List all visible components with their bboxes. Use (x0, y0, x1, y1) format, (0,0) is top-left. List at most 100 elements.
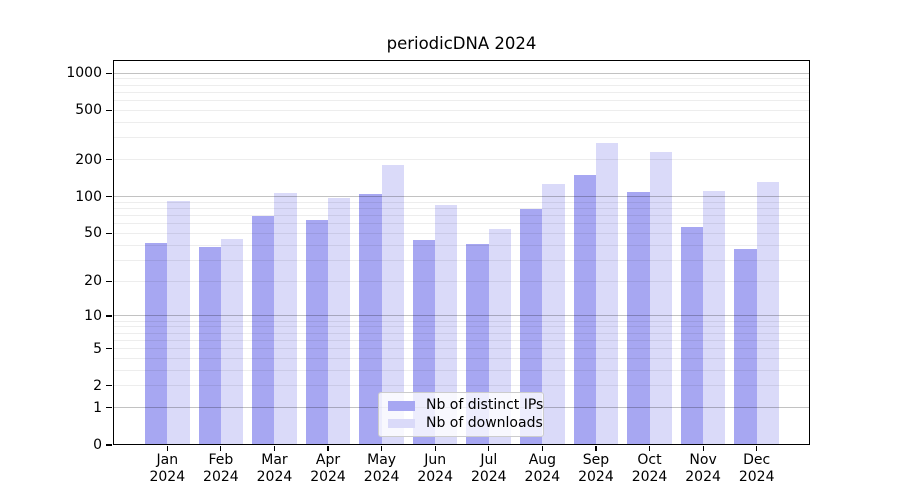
grid-line-minor-50 (113, 232, 810, 234)
grid-line-minor-90 (113, 201, 810, 203)
x-tick-mark-mar (273, 446, 276, 451)
x-tick-label-dec: Dec 2024 (738, 452, 775, 485)
x-tick-mark-aug (541, 446, 543, 451)
chart-title: periodicDNA 2024 (386, 34, 537, 53)
x-tick-label-jun: Jun 2024 (417, 452, 453, 485)
bar-downloads-dec (756, 181, 779, 445)
x-tick-label-nov: Nov 2024 (685, 452, 721, 485)
bar-downloads-jun (435, 204, 458, 445)
bar-distinct-ips-dec (734, 249, 757, 445)
grid-line-major-1000 (113, 72, 810, 74)
y-tick-mark-500 (106, 109, 113, 112)
grid-line-minor-200 (113, 159, 810, 161)
grid-line-minor-500 (113, 110, 810, 111)
bar-downloads-jul (488, 229, 512, 445)
grid-line-major-10 (113, 315, 810, 317)
y-tick-mark-1 (106, 407, 113, 409)
bar-distinct-ips-nov (680, 226, 704, 445)
x-tick-label-aug: Aug 2024 (524, 452, 561, 485)
grid-line-minor-4 (113, 357, 810, 359)
y-tick-label-2: 2 (93, 377, 102, 394)
x-tick-label-mar: Mar 2024 (256, 452, 293, 485)
legend-swatch-downloads (388, 418, 415, 428)
grid-line-minor-60 (113, 223, 810, 225)
grid-line-minor-6 (113, 339, 810, 341)
x-tick-mark-may (381, 446, 383, 451)
grid-line-minor-80 (113, 208, 810, 210)
x-tick-label-jan: Jan 2024 (149, 452, 186, 485)
y-tick-mark-5 (106, 347, 113, 350)
x-tick-mark-jan (166, 446, 168, 451)
y-tick-mark-50 (106, 232, 113, 235)
bar-downloads-apr (328, 197, 351, 445)
x-tick-mark-apr (327, 446, 329, 451)
grid-line-minor-40 (113, 244, 810, 246)
x-tick-label-may: May 2024 (363, 452, 400, 485)
bar-downloads-nov (703, 191, 726, 445)
grid-line-minor-7 (113, 332, 810, 334)
bar-distinct-ips-jan (145, 242, 168, 445)
bar-downloads-aug (542, 183, 565, 445)
y-tick-label-20: 20 (84, 273, 102, 290)
grid-line-minor-20 (113, 280, 810, 282)
bar-distinct-ips-may (359, 193, 382, 445)
x-tick-mark-oct (648, 446, 651, 451)
legend-entry-downloads: Nb of downloads (388, 415, 543, 432)
bar-downloads-may (381, 165, 404, 445)
y-tick-label-50: 50 (84, 225, 102, 242)
y-tick-mark-20 (106, 280, 113, 282)
grid-line-minor-400 (113, 121, 810, 123)
legend-label-downloads: Nb of downloads (426, 414, 543, 431)
y-tick-label-0: 0 (93, 437, 102, 453)
bars-layer (113, 60, 810, 445)
legend: Nb of distinct IPs Nb of downloads (378, 392, 544, 437)
bar-downloads-oct (649, 152, 672, 445)
grid-line-minor-2 (113, 385, 810, 387)
x-tick-label-oct: Oct 2024 (631, 452, 668, 485)
y-tick-mark-10 (106, 315, 113, 317)
x-tick-mark-nov (702, 446, 704, 451)
gridlines-layer (113, 60, 810, 445)
y-tick-label-100: 100 (75, 188, 102, 205)
legend-entry-distinct-ips: Nb of distinct IPs (388, 397, 543, 414)
grid-line-minor-800 (113, 84, 810, 86)
y-tick-label-10: 10 (84, 307, 102, 324)
x-tick-mark-jul (488, 446, 490, 451)
y-tick-mark-0 (106, 444, 113, 446)
grid-line-minor-3 (113, 369, 810, 371)
grid-line-minor-300 (113, 137, 810, 139)
y-tick-label-1: 1 (93, 399, 102, 416)
bar-downloads-sep (595, 142, 619, 445)
x-tick-label-jul: Jul 2024 (470, 452, 507, 485)
x-tick-mark-feb (220, 446, 222, 451)
bar-distinct-ips-mar (252, 215, 275, 445)
y-tick-mark-1000 (106, 72, 113, 74)
grid-line-minor-600 (113, 100, 810, 102)
y-tick-mark-200 (106, 159, 113, 161)
y-tick-label-500: 500 (75, 102, 102, 119)
bar-downloads-feb (220, 238, 244, 445)
legend-label-distinct-ips: Nb of distinct IPs (426, 397, 544, 414)
y-tick-label-5: 5 (93, 340, 102, 357)
bar-downloads-mar (274, 192, 297, 445)
grid-line-minor-8 (113, 326, 810, 328)
y-tick-label-1000: 1000 (66, 65, 102, 82)
x-tick-label-sep: Sep 2024 (578, 452, 614, 485)
grid-line-minor-5 (113, 348, 810, 350)
bar-distinct-ips-oct (627, 192, 650, 445)
bar-distinct-ips-feb (198, 246, 221, 445)
grid-line-major-100 (113, 196, 810, 198)
x-tick-mark-sep (595, 446, 597, 451)
grid-line-minor-70 (113, 215, 810, 217)
grid-line-minor-700 (113, 91, 810, 93)
bar-distinct-ips-aug (520, 209, 543, 445)
grid-line-minor-9 (113, 320, 810, 322)
bar-downloads-jan (167, 201, 190, 445)
y-tick-mark-2 (106, 385, 113, 387)
x-tick-mark-jun (434, 446, 436, 451)
bar-distinct-ips-sep (573, 174, 596, 445)
x-tick-label-apr: Apr 2024 (310, 452, 346, 485)
legend-swatch-distinct-ips (388, 401, 415, 411)
grid-line-minor-30 (113, 259, 810, 261)
